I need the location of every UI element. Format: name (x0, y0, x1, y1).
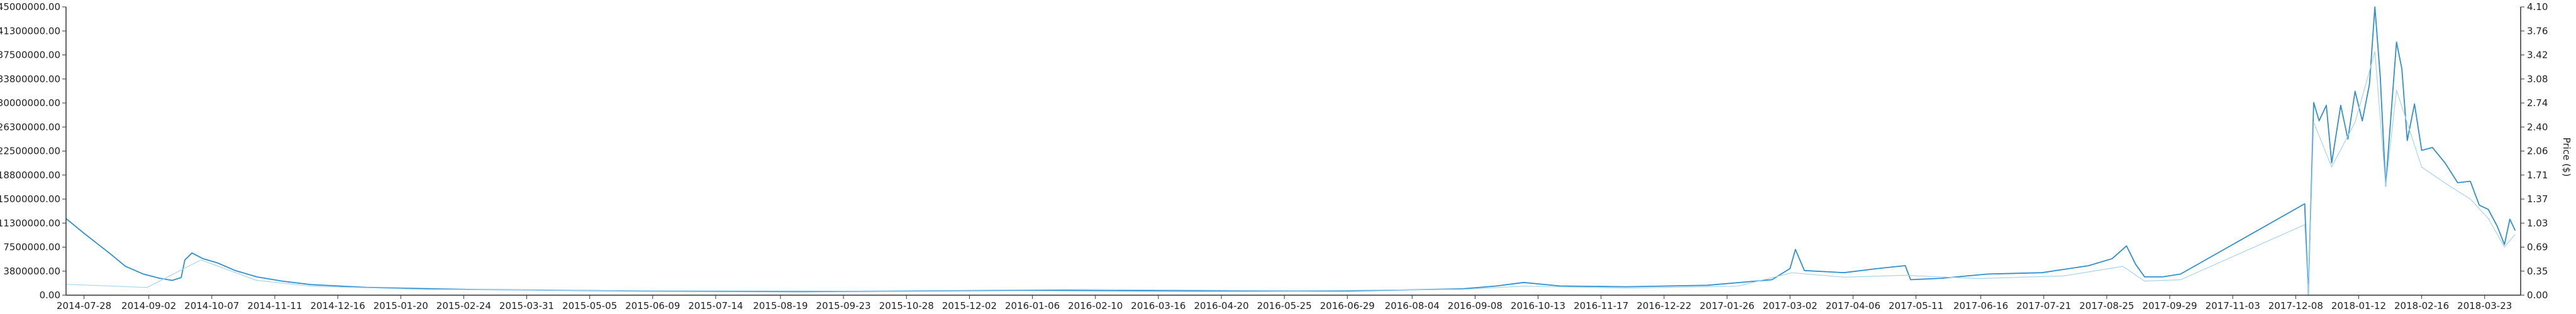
right-tick-label: 1.37 (2527, 193, 2548, 205)
x-tick-label: 2016-10-13 (1511, 300, 1565, 311)
x-tick-label: 2017-01-26 (1700, 300, 1755, 311)
right-tick-label: 3.08 (2527, 73, 2548, 85)
right-tick-label: 4.10 (2527, 1, 2548, 13)
right-tick-label: 2.40 (2527, 121, 2548, 133)
x-tick-label: 2017-11-03 (2206, 300, 2260, 311)
x-tick-label: 2016-11-17 (1574, 300, 1628, 311)
x-tick-label: 2017-09-29 (2142, 300, 2197, 311)
x-tick-label: 2016-04-20 (1194, 300, 1248, 311)
x-tick-label: 2015-08-19 (753, 300, 808, 311)
x-tick-label: 2015-07-14 (688, 300, 743, 311)
x-tick-label: 2014-12-16 (310, 300, 365, 311)
right-y-axis: 0.00 0.35 0.69 1.03 1.37 1.71 2.06 2.40 2.74 3.08… (2520, 1, 2548, 301)
right-tick-label: 3.76 (2527, 25, 2548, 36)
x-tick-label: 2016-05-25 (1257, 300, 1312, 311)
left-tick-label: 22500000.00 (0, 146, 60, 157)
x-tick-label: 2014-07-28 (57, 300, 111, 311)
left-tick-label: 18800000.00 (0, 170, 60, 181)
left-tick-label: 30000000.00 (0, 97, 60, 109)
price-series-line (65, 6, 2516, 296)
x-tick-label: 2016-08-04 (1385, 300, 1440, 311)
right-tick-label: 1.71 (2527, 170, 2548, 181)
left-tick-label: 15000000.00 (0, 193, 60, 205)
x-tick-label: 2016-03-16 (1131, 300, 1185, 311)
x-axis: 2014-07-28 2014-09-02 2014-10-07 2014-11-11… (57, 295, 2521, 311)
x-tick-label: 2018-01-12 (2331, 300, 2386, 311)
x-tick-label: 2015-02-24 (436, 300, 491, 311)
right-axis-title: Price ($) (2561, 138, 2572, 177)
right-tick-label: 0.69 (2527, 242, 2548, 253)
right-tick-label: 0.35 (2527, 266, 2548, 277)
x-tick-label: 2016-09-08 (1448, 300, 1502, 311)
x-tick-label: 2016-02-10 (1068, 300, 1123, 311)
left-tick-label: 3800000.00 (3, 266, 60, 277)
x-tick-label: 2018-02-16 (2394, 300, 2449, 311)
x-tick-label: 2018-03-23 (2457, 300, 2512, 311)
left-tick-label: 11300000.00 (0, 217, 60, 229)
right-tick-label: 3.42 (2527, 50, 2548, 61)
x-tick-label: 2015-03-31 (499, 300, 554, 311)
x-tick-label: 2017-08-25 (2079, 300, 2134, 311)
left-tick-label: 45000000.00 (0, 1, 60, 13)
volume-series-line (65, 51, 2516, 296)
right-tick-label: 1.03 (2527, 217, 2548, 229)
x-tick-label: 2014-10-07 (184, 300, 239, 311)
x-tick-label: 2016-01-06 (1005, 300, 1060, 311)
right-tick-label: 2.06 (2527, 146, 2548, 157)
x-tick-label: 2017-05-11 (1889, 300, 1943, 311)
right-tick-label: 0.00 (2527, 290, 2548, 301)
x-tick-label: 2015-09-23 (816, 300, 871, 311)
right-tick-label: 2.74 (2527, 97, 2548, 109)
x-tick-label: 2015-01-20 (374, 300, 428, 311)
left-tick-label: 0.00 (40, 290, 60, 301)
x-tick-label: 2015-06-09 (625, 300, 680, 311)
x-tick-label: 2016-06-29 (1320, 300, 1375, 311)
x-tick-label: 2016-12-22 (1636, 300, 1691, 311)
left-tick-label: 41300000.00 (0, 25, 60, 36)
x-tick-label: 2014-11-11 (247, 300, 302, 311)
left-tick-label: 26300000.00 (0, 121, 60, 133)
x-tick-label: 2017-12-08 (2268, 300, 2323, 311)
x-tick-label: 2017-07-21 (2016, 300, 2071, 311)
x-tick-label: 2017-04-06 (1826, 300, 1880, 311)
x-tick-label: 2015-10-28 (879, 300, 934, 311)
x-tick-label: 2015-12-02 (942, 300, 997, 311)
left-tick-label: 7500000.00 (3, 242, 60, 253)
x-tick-label: 2017-06-16 (1953, 300, 2008, 311)
left-y-axis: 0.00 3800000.00 7500000.00 11300000.00 15000… (0, 1, 67, 301)
left-tick-label: 33800000.00 (0, 73, 60, 85)
plot-area (65, 6, 2516, 296)
x-tick-label: 2017-03-02 (1763, 300, 1818, 311)
left-tick-label: 37500000.00 (0, 50, 60, 61)
x-tick-label: 2015-05-05 (562, 300, 617, 311)
x-tick-label: 2014-09-02 (121, 300, 176, 311)
